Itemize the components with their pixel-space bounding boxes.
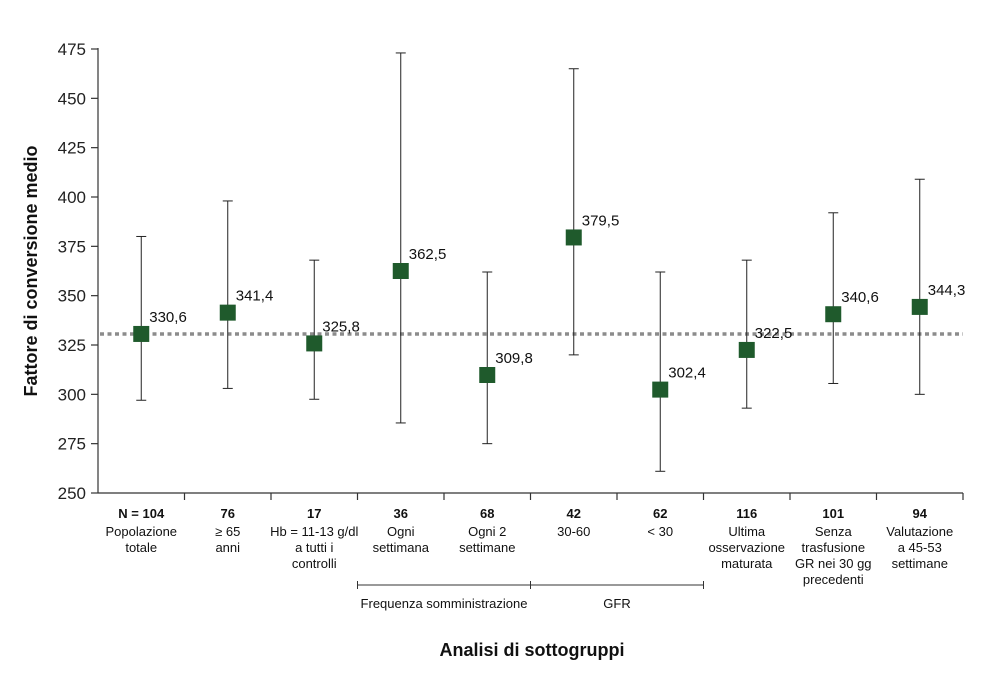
data-point <box>219 304 236 321</box>
y-axis-title: Fattore di conversione medio <box>21 145 41 396</box>
category-label: ≥ 65 <box>215 524 240 539</box>
category-label: Valutazione <box>886 524 953 539</box>
y-tick-label: 450 <box>58 89 86 108</box>
category-label: settimane <box>459 540 515 555</box>
category-n-label: 68 <box>480 506 494 521</box>
data-point <box>825 306 842 323</box>
category-n-label: 76 <box>221 506 235 521</box>
category-label: a 45-53 <box>898 540 942 555</box>
error-bars <box>136 52 925 472</box>
data-points <box>133 229 928 398</box>
category-label: osservazione <box>708 540 785 555</box>
y-tick-label: 375 <box>58 237 86 256</box>
y-tick-label: 400 <box>58 188 86 207</box>
group-label: GFR <box>603 596 630 611</box>
data-label: 322,5 <box>755 325 793 342</box>
category-label: < 30 <box>647 524 673 539</box>
data-labels: 330,6 341,4 325,8 362,5 309,8 379,5 302,4 322,5… <box>149 212 965 381</box>
category-n-label: 101 <box>822 506 844 521</box>
y-tick-label: 275 <box>58 435 86 454</box>
data-point <box>738 341 755 358</box>
data-point <box>911 298 928 315</box>
category-label: controlli <box>292 556 337 571</box>
category-label: trasfusione <box>801 540 865 555</box>
group-label: Frequenza somministrazione <box>361 596 528 611</box>
category-label: Hb = 11-13 g/dl <box>270 524 358 539</box>
category-n-label: 94 <box>913 506 928 521</box>
y-tick-label: 300 <box>58 385 86 404</box>
category-label: precedenti <box>803 572 864 587</box>
data-point <box>306 335 323 352</box>
category-label: settimana <box>373 540 430 555</box>
category-label: Ogni <box>387 524 415 539</box>
data-point <box>479 366 496 383</box>
category-label: GR nei 30 gg <box>795 556 872 571</box>
category-label: Popolazione <box>105 524 177 539</box>
category-n-label: 62 <box>653 506 667 521</box>
category-n-label: 36 <box>394 506 408 521</box>
category-label: anni <box>215 540 240 555</box>
data-label: 309,8 <box>495 350 533 367</box>
data-point <box>652 381 669 398</box>
y-tick-label: 325 <box>58 336 86 355</box>
data-label: 325,8 <box>322 318 360 335</box>
data-point <box>392 263 409 279</box>
y-tick-label: 475 <box>58 40 86 59</box>
data-point <box>133 325 150 342</box>
category-label: 30-60 <box>557 524 590 539</box>
y-tick-label: 425 <box>58 139 86 158</box>
y-tick-label: 250 <box>58 484 86 503</box>
data-label: 341,4 <box>236 288 274 305</box>
category-label: settimane <box>892 556 948 571</box>
data-label: 379,5 <box>582 212 620 229</box>
data-label: 302,4 <box>668 365 706 382</box>
data-point <box>565 229 582 246</box>
data-label: 362,5 <box>409 246 447 263</box>
category-label: a tutti i <box>295 540 333 555</box>
category-label: totale <box>125 540 157 555</box>
category-label: Senza <box>815 524 853 539</box>
category-label: maturata <box>721 556 773 571</box>
category-n-label: 116 <box>736 506 757 521</box>
data-label: 330,6 <box>149 309 187 326</box>
category-n-label: 42 <box>567 506 581 521</box>
category-n-label: N = 104 <box>118 506 165 521</box>
category-label: Ogni 2 <box>468 524 506 539</box>
y-axis: 250 275 300 325 350 375 400 425 450 475 <box>58 40 99 503</box>
y-tick-label: 350 <box>58 287 86 306</box>
category-n-label: 17 <box>307 506 321 521</box>
category-label: Ultima <box>728 524 766 539</box>
group-brackets: Frequenza somministrazione GFR <box>357 581 704 611</box>
data-label: 344,3 <box>928 282 966 299</box>
x-axis-title: Analisi di sottogruppi <box>440 640 625 660</box>
data-label: 340,6 <box>841 289 879 306</box>
